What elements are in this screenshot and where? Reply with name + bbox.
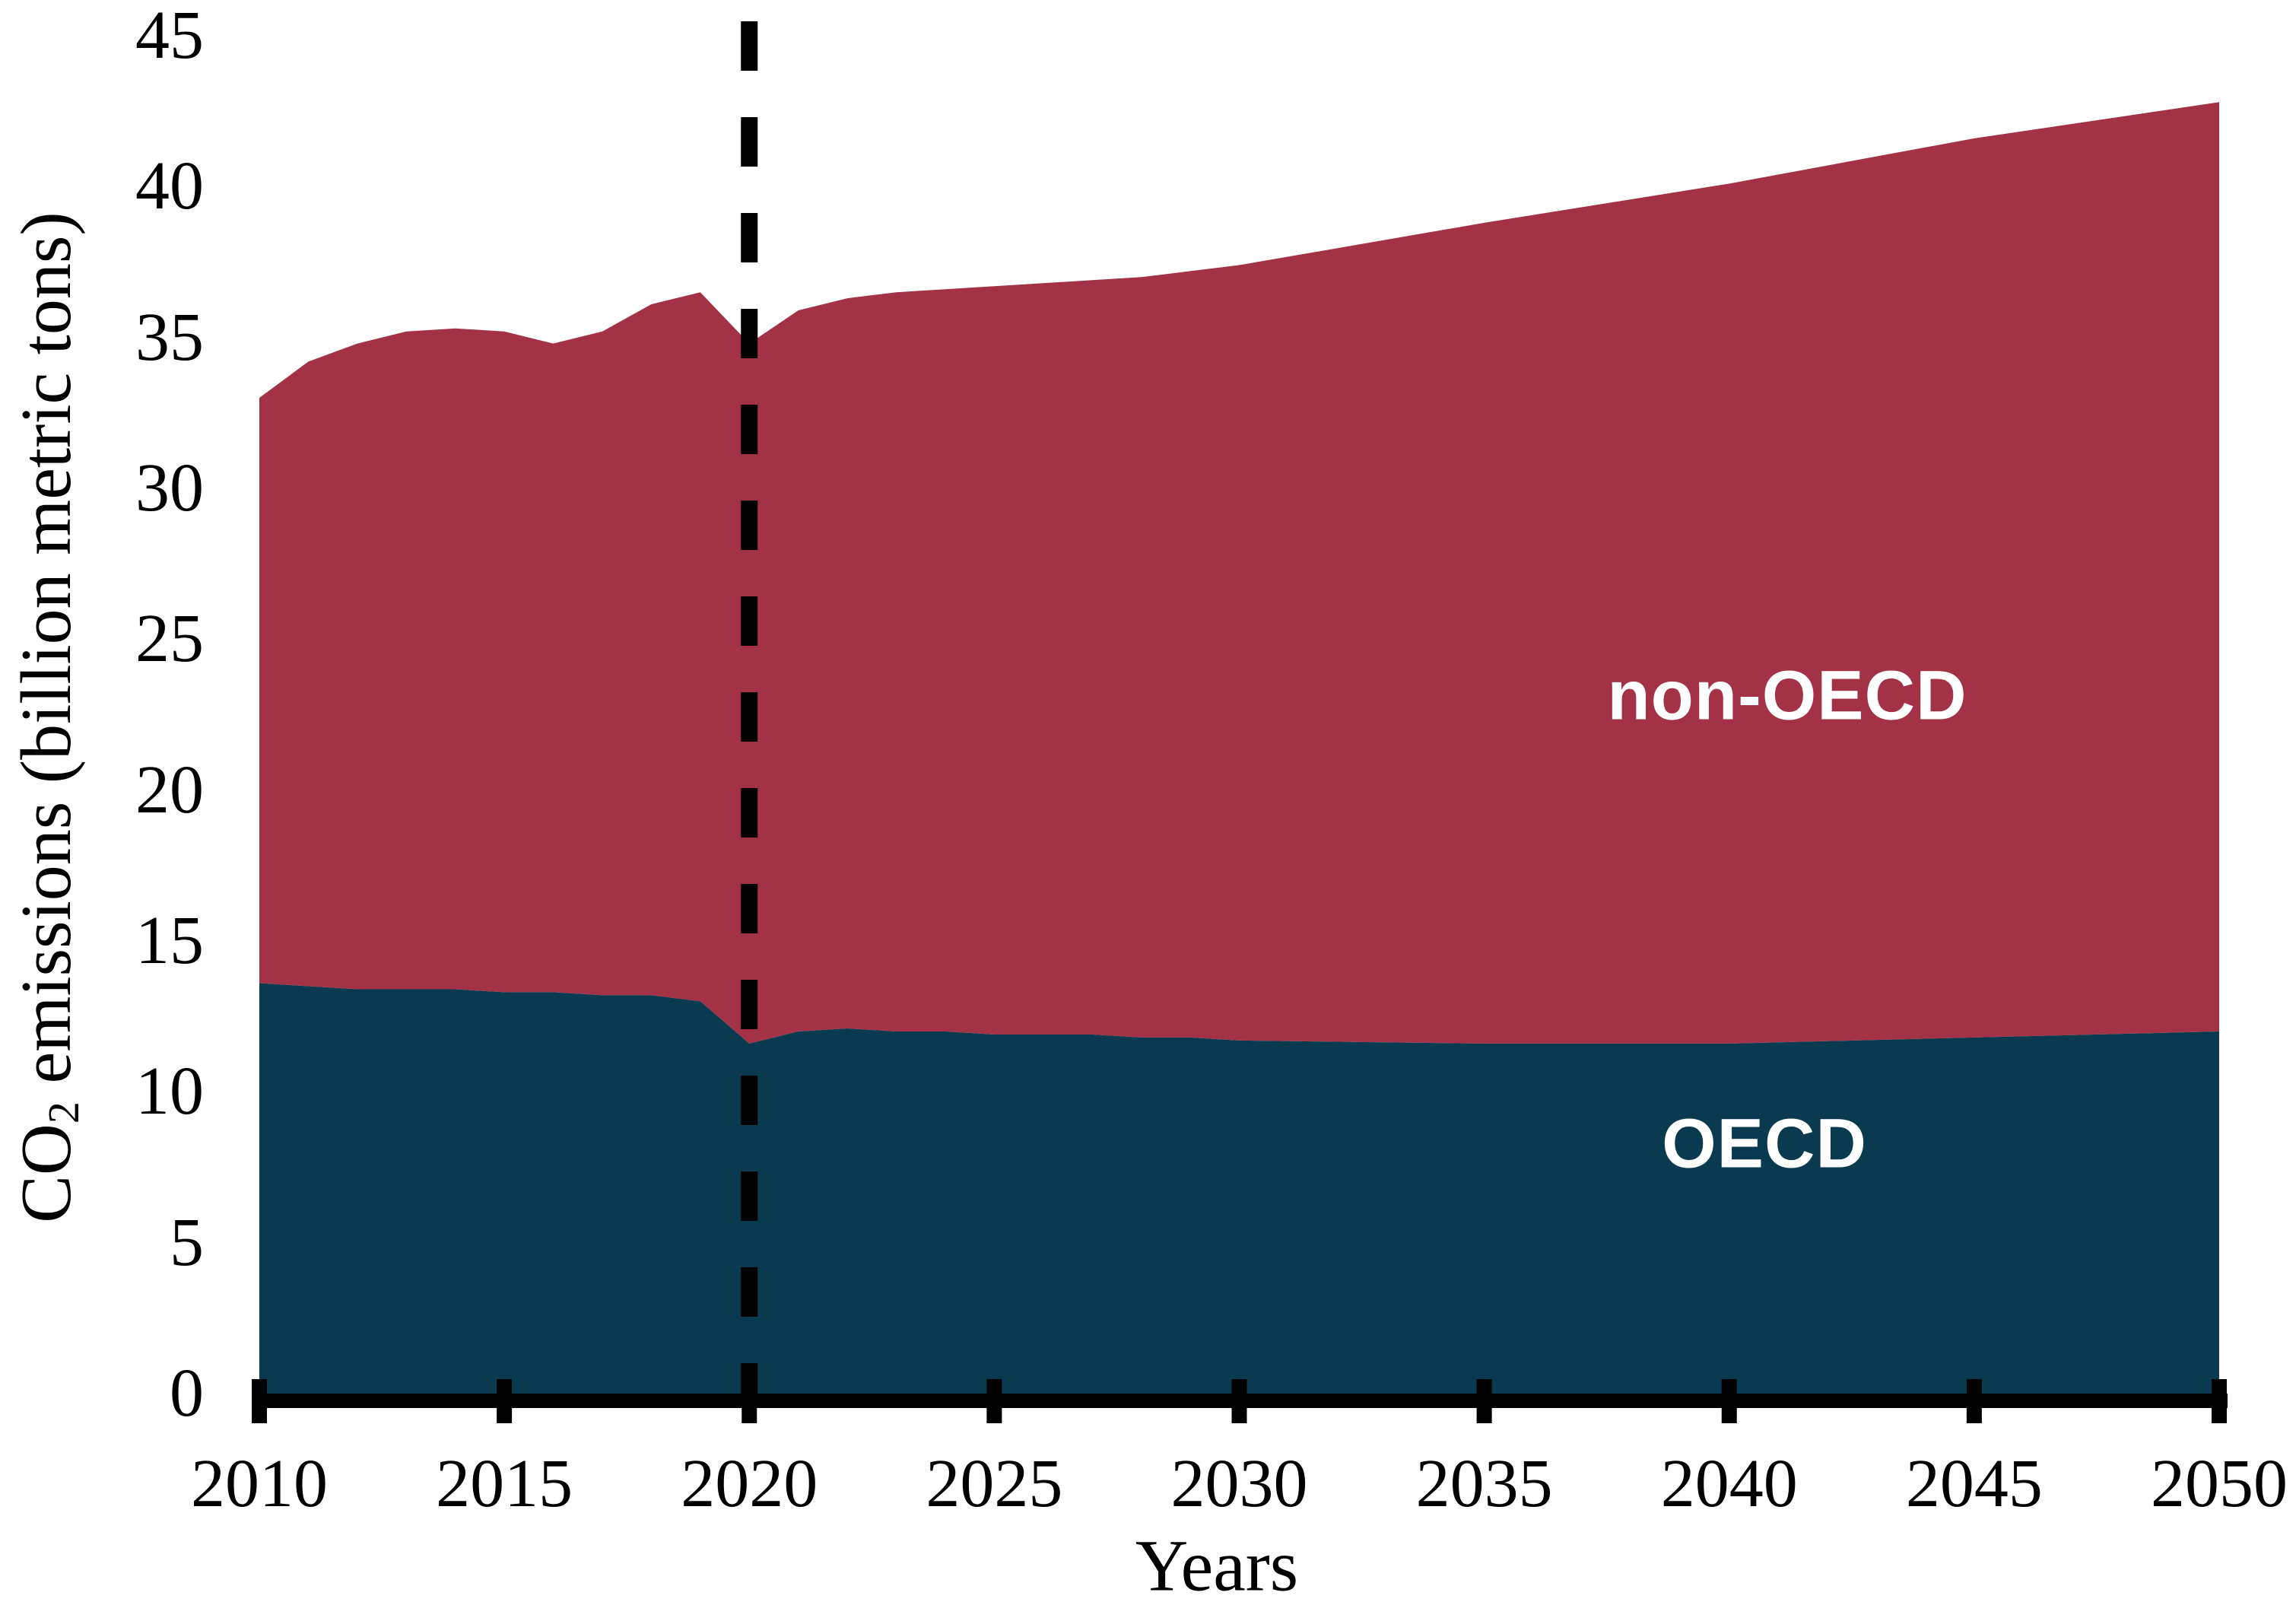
y-axis-title: CO2 emissions (billion metric tons) (5, 211, 89, 1222)
non-oecd-label: non-OECD (1607, 656, 1967, 735)
y-tick-label: 30 (135, 450, 204, 526)
y-axis-title-suffix: emissions (billion metric tons) (7, 211, 87, 1101)
x-axis-ticks (252, 1379, 2227, 1423)
x-tick-mark (252, 1379, 267, 1423)
oecd-label: OECD (1662, 1105, 1867, 1183)
y-tick-label: 20 (135, 752, 204, 828)
x-tick-mark (497, 1379, 513, 1423)
y-axis-title-prefix: CO (7, 1124, 87, 1223)
x-tick-mark (1721, 1379, 1737, 1423)
x-tick-mark (2212, 1379, 2227, 1423)
x-tick-mark (1966, 1379, 1982, 1423)
y-tick-label: 45 (135, 0, 204, 73)
x-tick-label: 2030 (1170, 1446, 1308, 1521)
x-tick-label: 2010 (191, 1446, 328, 1521)
y-tick-label: 40 (135, 148, 204, 224)
x-tick-label: 2050 (2151, 1446, 2288, 1521)
y-tick-label: 15 (135, 903, 204, 978)
y-tick-label: 0 (170, 1356, 204, 1431)
x-tick-mark (1231, 1379, 1247, 1423)
x-tick-label: 2040 (1660, 1446, 1798, 1521)
x-tick-mark (986, 1379, 1002, 1423)
x-tick-mark (1476, 1379, 1492, 1423)
x-tick-mark (742, 1379, 757, 1423)
y-tick-label: 25 (135, 601, 204, 677)
y-axis-title-subscript: 2 (38, 1101, 88, 1124)
x-tick-label: 2045 (1905, 1446, 2043, 1521)
x-tick-label: 2025 (926, 1446, 1063, 1521)
x-axis-title: Years (1135, 1524, 1299, 1602)
y-tick-label: 35 (135, 299, 204, 375)
x-tick-label: 2015 (436, 1446, 573, 1521)
non-oecd-area (259, 102, 2219, 1044)
oecd-area (259, 983, 2219, 1394)
y-tick-label: 10 (135, 1054, 204, 1130)
x-tick-label: 2035 (1415, 1446, 1553, 1521)
x-tick-label: 2020 (681, 1446, 818, 1521)
y-tick-label: 5 (170, 1204, 204, 1280)
